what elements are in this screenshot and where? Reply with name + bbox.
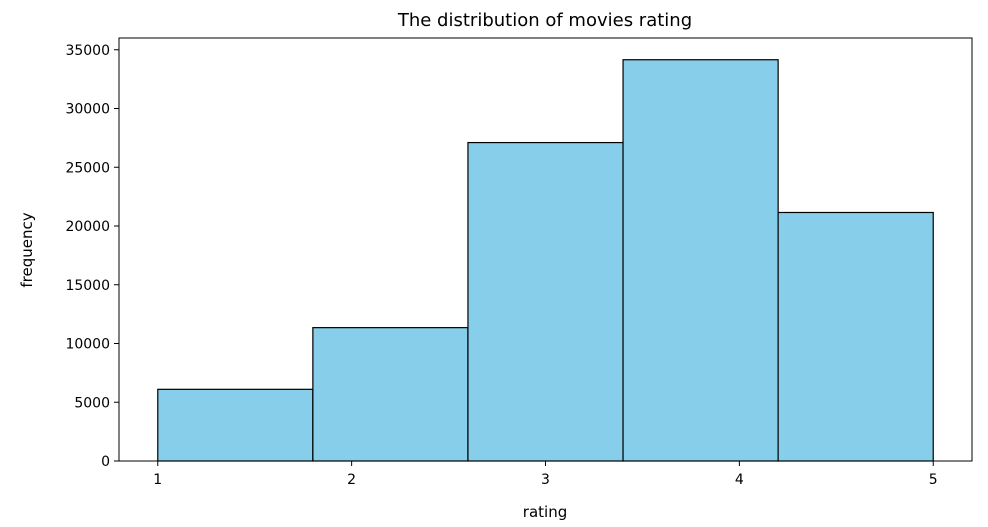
bars-group — [157, 59, 934, 462]
histogram-bar-4 — [622, 59, 779, 462]
chart-title: The distribution of movies rating — [397, 10, 692, 31]
y-tick-label: 25000 — [65, 160, 110, 176]
y-axis-ticks: 0 5000 10000 15000 20000 25000 30000 35000 — [65, 43, 119, 470]
histogram-bar-1 — [157, 388, 314, 462]
histogram-bar-2 — [312, 327, 469, 462]
y-tick-label: 20000 — [65, 219, 110, 235]
y-tick-label: 35000 — [65, 43, 110, 59]
x-axis-label: rating — [523, 503, 567, 521]
y-axis-label: frequency — [18, 212, 36, 287]
histogram-bar-5 — [777, 211, 934, 462]
x-tick-label: 4 — [735, 472, 744, 488]
x-tick-label: 1 — [153, 472, 162, 488]
y-tick-label: 0 — [101, 454, 110, 470]
x-tick-label: 3 — [541, 472, 550, 488]
y-tick-label: 15000 — [65, 278, 110, 294]
histogram-bar-3 — [467, 141, 624, 462]
x-tick-label: 2 — [347, 472, 356, 488]
y-tick-label: 10000 — [65, 337, 110, 353]
x-axis-ticks: 1 2 3 4 5 — [153, 461, 938, 488]
y-tick-label: 30000 — [65, 102, 110, 118]
x-tick-label: 5 — [929, 472, 938, 488]
y-tick-label: 5000 — [74, 395, 110, 411]
